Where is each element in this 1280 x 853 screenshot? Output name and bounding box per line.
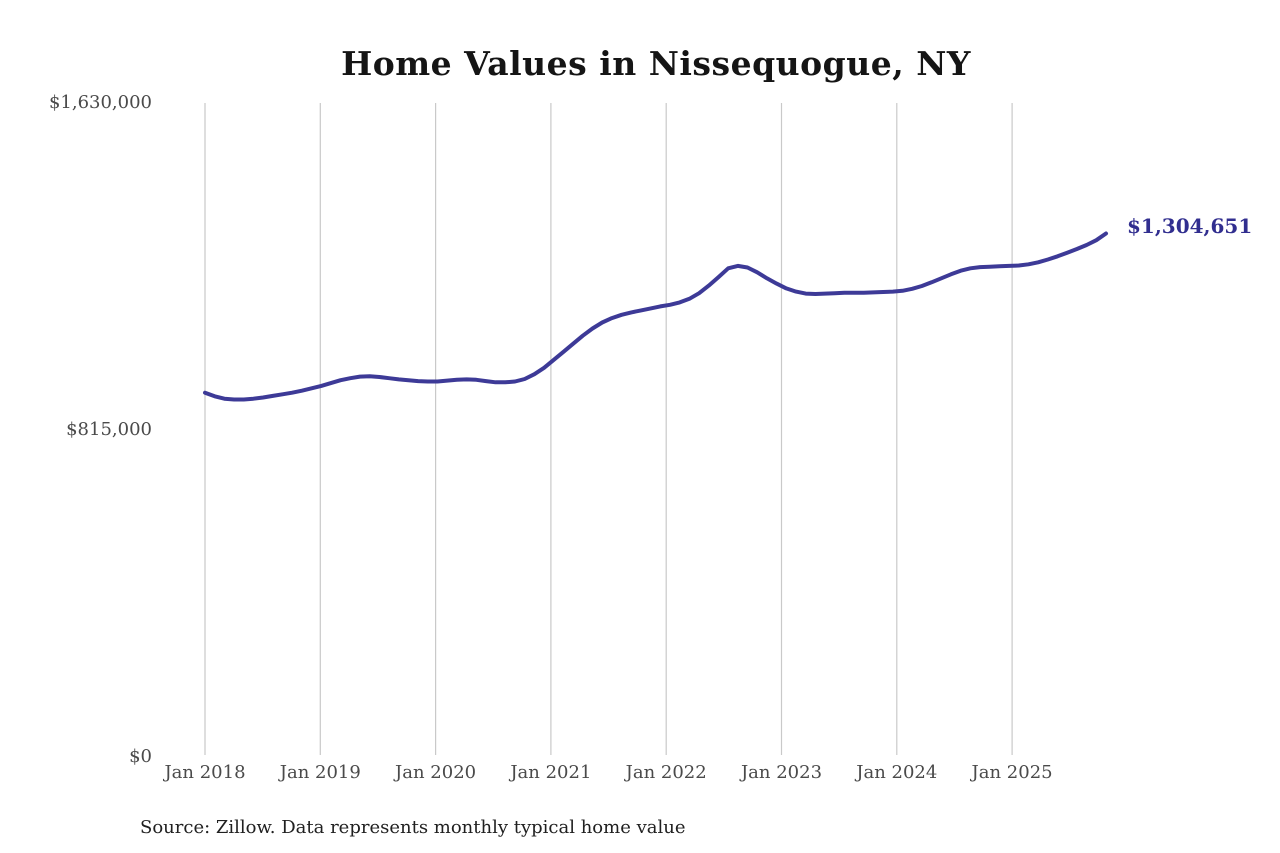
x-tick-label: Jan 2022 — [625, 762, 707, 783]
x-tick-label: Jan 2025 — [971, 762, 1053, 783]
source-note: Source: Zillow. Data represents monthly … — [140, 817, 686, 838]
x-tick-label: Jan 2020 — [395, 762, 477, 783]
x-tick-label: Jan 2018 — [164, 762, 246, 783]
x-tick-label: Jan 2024 — [856, 762, 938, 783]
x-tick-label: Jan 2021 — [510, 762, 592, 783]
y-tick-label: $0 — [129, 746, 152, 767]
chart-title: Home Values in Nissequogue, NY — [341, 44, 971, 83]
y-tick-label: $815,000 — [66, 419, 152, 440]
x-tick-label: Jan 2019 — [279, 762, 361, 783]
latest-value-label: $1,304,651 — [1127, 214, 1253, 239]
y-tick-label: $1,630,000 — [48, 92, 152, 113]
x-tick-label: Jan 2023 — [740, 762, 823, 783]
value-line — [203, 231, 1108, 402]
